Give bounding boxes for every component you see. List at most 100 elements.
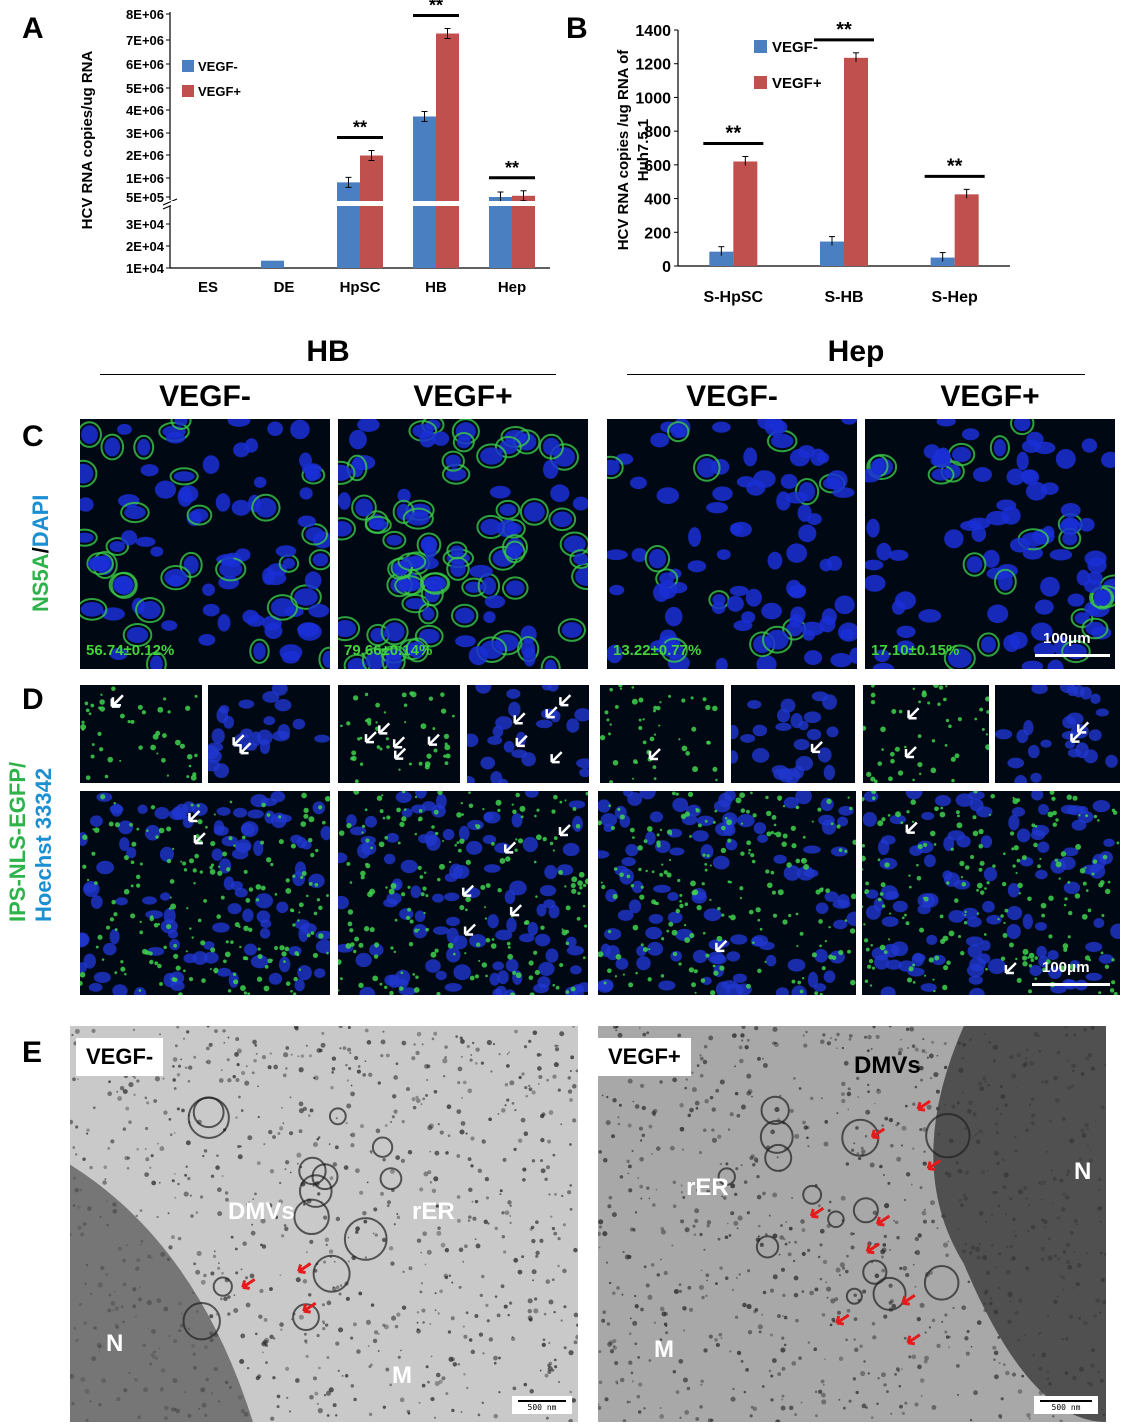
em-granule <box>326 1300 332 1306</box>
em-granule <box>781 1336 785 1340</box>
egfp-dot <box>1021 955 1028 961</box>
nucleus <box>872 662 894 669</box>
egfp-dot <box>877 897 882 902</box>
egfp-dot <box>687 791 694 798</box>
egfp-dot <box>436 991 441 995</box>
egfp-dot <box>565 990 570 994</box>
egfp-dot <box>292 923 296 927</box>
nucleus <box>243 943 257 956</box>
egfp-dot <box>349 928 354 933</box>
em-granule <box>272 1135 276 1139</box>
em-granule <box>866 1049 870 1053</box>
nucleus <box>625 843 639 857</box>
egfp-dot <box>985 744 989 751</box>
egfp-dot <box>313 911 318 916</box>
egfp-dot <box>964 865 970 870</box>
nucleus <box>987 604 1009 624</box>
column-title-hep-vegf-minus: VEGF- <box>686 380 778 413</box>
egfp-dot <box>917 734 922 738</box>
em-granule <box>639 1139 643 1142</box>
egfp-dot <box>1028 964 1033 968</box>
egfp-dot <box>819 944 822 948</box>
em-granule <box>761 1385 765 1388</box>
em-granule <box>133 1076 136 1080</box>
em-granule <box>616 1286 620 1290</box>
em-granule <box>493 1413 498 1419</box>
em-granule <box>969 1418 973 1422</box>
egfp-dot <box>433 809 439 815</box>
chart-a-category-label: ES <box>198 279 218 296</box>
egfp-dot <box>443 733 450 740</box>
em-vesicle <box>760 1095 790 1125</box>
em-granule <box>613 1026 617 1029</box>
em-granule <box>660 1258 662 1261</box>
ns5a-signal <box>364 515 392 534</box>
nucleus <box>453 964 471 981</box>
em-granule <box>640 1307 644 1312</box>
em-granule <box>434 1150 440 1156</box>
em-granule <box>719 1266 723 1270</box>
em-granule <box>444 1055 447 1059</box>
d-small-1 <box>80 685 202 783</box>
nucleus <box>247 809 264 819</box>
egfp-dot <box>946 960 951 966</box>
egfp-dot <box>572 807 577 811</box>
nucleus <box>282 558 296 569</box>
em-granule <box>780 1267 786 1272</box>
egfp-dot <box>1072 795 1078 801</box>
em-granule <box>719 1079 725 1085</box>
em-granule <box>437 1226 441 1230</box>
em-granule <box>614 1361 619 1366</box>
nucleus <box>357 419 380 432</box>
em-granule <box>926 1104 932 1110</box>
em-granule <box>384 1324 389 1330</box>
egfp-dot <box>326 951 329 955</box>
nucleus <box>482 834 497 845</box>
em-granule <box>448 1356 454 1362</box>
em-granule <box>511 1336 514 1339</box>
egfp-dot <box>717 906 721 911</box>
em-granule <box>838 1356 844 1361</box>
em-granule <box>560 1319 563 1322</box>
red-arrow-icon <box>302 1301 317 1314</box>
chart-a-category-label: DE <box>274 279 295 296</box>
em-granule <box>332 1286 335 1289</box>
nucleus <box>599 979 614 992</box>
arrow-icon <box>232 734 245 747</box>
egfp-dot <box>862 797 865 802</box>
em-granule <box>993 1358 996 1361</box>
nucleus <box>926 934 938 946</box>
egfp-dot <box>934 806 939 812</box>
egfp-dot <box>266 857 272 863</box>
nucleus <box>631 548 648 563</box>
nucleus <box>1016 729 1029 744</box>
egfp-dot <box>561 928 564 931</box>
egfp-dot <box>852 839 856 845</box>
egfp-dot <box>640 943 644 947</box>
em-granule <box>77 1078 79 1081</box>
em-granule <box>854 1347 859 1352</box>
em-granule <box>323 1260 327 1264</box>
egfp-dot <box>1098 882 1104 888</box>
egfp-dot <box>681 745 688 752</box>
egfp-dot <box>442 840 445 843</box>
egfp-dot <box>465 859 471 865</box>
egfp-dot <box>437 791 443 795</box>
em-image-vegf-minus: VEGF- DMVs rER N M 500 nm <box>70 1026 578 1422</box>
egfp-dot <box>150 915 154 919</box>
egfp-dot <box>417 928 420 931</box>
egfp-dot <box>1085 814 1089 818</box>
em-granule <box>611 1134 615 1139</box>
em-granule <box>465 1311 469 1315</box>
em-granule <box>435 1204 439 1208</box>
nucleus <box>1067 748 1082 758</box>
nucleus <box>1081 438 1098 453</box>
em-granule <box>807 1145 810 1148</box>
em-granule <box>506 1098 510 1102</box>
em-granule <box>278 1199 284 1205</box>
nucleus <box>445 454 461 468</box>
em-granule <box>501 1211 505 1215</box>
nucleus <box>276 901 289 914</box>
em-granule <box>245 1065 248 1067</box>
nucleus <box>395 978 409 989</box>
